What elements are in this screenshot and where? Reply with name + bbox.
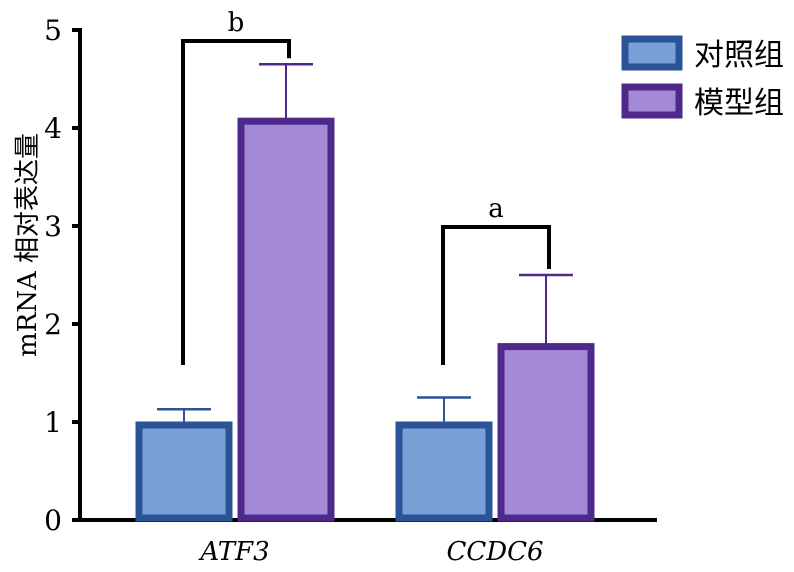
bar-模型组: [497, 343, 595, 522]
x-tick-label: CCDC6: [446, 537, 543, 567]
y-tick-label: 1: [44, 406, 62, 439]
y-axis-label: mRNA 相对表达量: [13, 133, 43, 357]
legend-swatch: [621, 35, 683, 71]
bar-模型组: [237, 117, 335, 522]
legend-label: 对照组: [694, 38, 784, 73]
bar-对照组: [395, 421, 493, 522]
y-tick-label: 0: [44, 504, 62, 537]
y-tick-label: 3: [44, 210, 62, 243]
significance-label: a: [488, 194, 504, 224]
y-tick-label: 4: [44, 112, 62, 145]
y-tick-label: 5: [44, 14, 62, 47]
legend-label: 模型组: [694, 86, 784, 121]
significance-bracket: [181, 39, 291, 365]
legend-swatch: [621, 83, 683, 119]
significance-bracket: [441, 225, 551, 365]
x-tick-label: ATF3: [198, 537, 269, 567]
significance-label: b: [228, 8, 245, 38]
y-tick-label: 2: [44, 308, 62, 341]
bar-对照组: [135, 421, 233, 522]
